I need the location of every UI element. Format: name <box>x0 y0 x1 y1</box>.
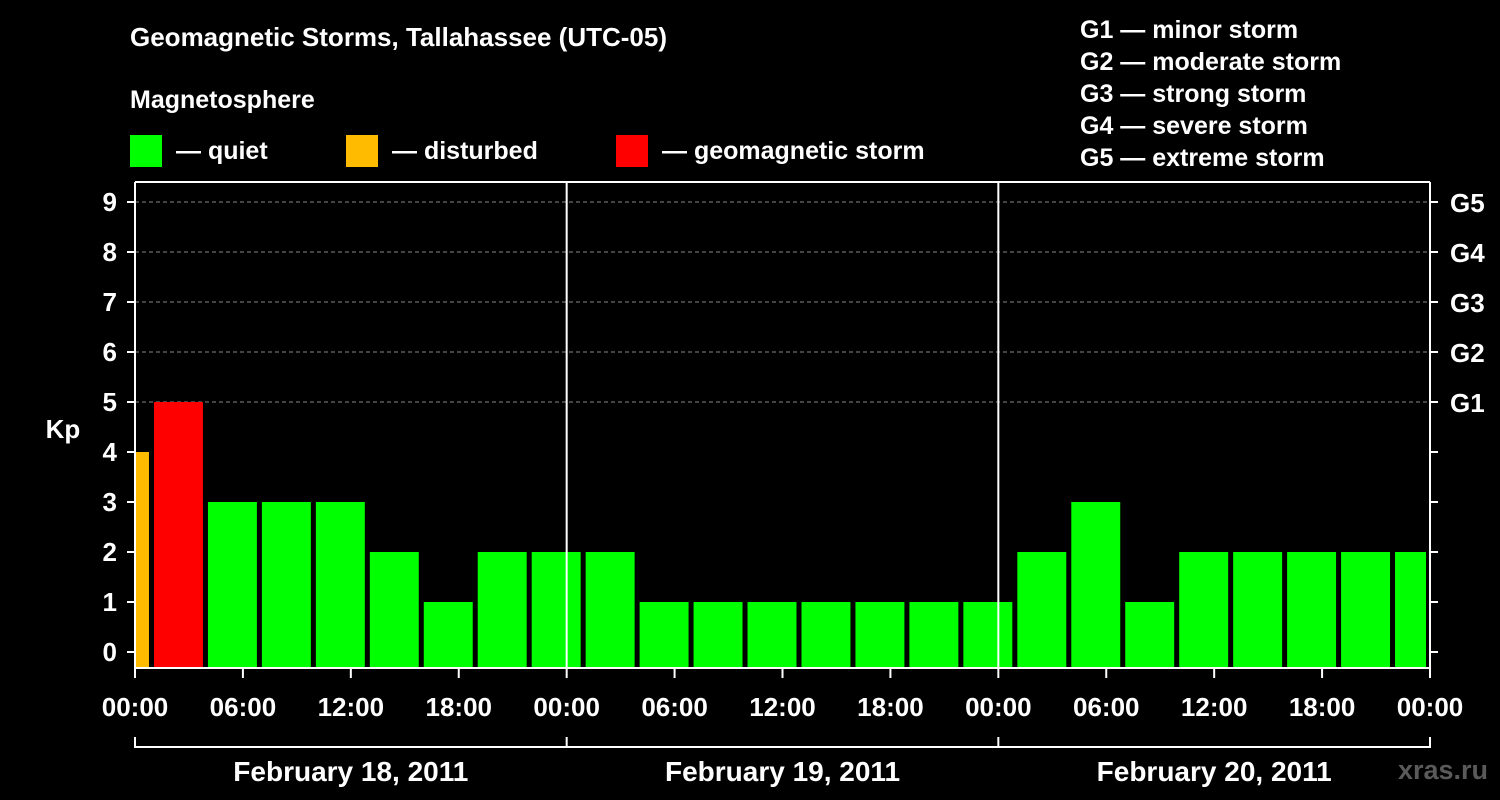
storm-scale-g5: G5 — extreme storm <box>1080 144 1325 172</box>
x-tick-label: 18:00 <box>426 692 493 722</box>
kp-bar <box>1287 552 1337 668</box>
x-tick-label: 00:00 <box>1397 692 1464 722</box>
y-tick-label: 8 <box>103 237 117 267</box>
g-level-label: G5 <box>1450 188 1485 218</box>
kp-bar <box>855 602 905 668</box>
x-tick-label: 00:00 <box>533 692 600 722</box>
y-tick-label: 0 <box>103 637 117 667</box>
kp-bar <box>207 502 257 668</box>
kp-bar <box>423 602 473 668</box>
day-label: February 20, 2011 <box>1097 756 1332 787</box>
y-tick-label: 2 <box>103 537 117 567</box>
y-tick-label: 4 <box>103 437 118 467</box>
x-tick-label: 00:00 <box>102 692 169 722</box>
kp-bar <box>909 602 959 668</box>
kp-bar <box>585 552 635 668</box>
kp-bar <box>963 602 1013 668</box>
legend-label-storm: — geomagnetic storm <box>662 136 925 165</box>
legend-item-quiet: — quiet <box>130 134 268 168</box>
y-tick-label: 7 <box>103 287 117 317</box>
legend-label-quiet: — quiet <box>176 136 268 165</box>
x-tick-label: 12:00 <box>318 692 385 722</box>
kp-bar <box>1341 552 1391 668</box>
legend-swatch-quiet <box>130 135 162 167</box>
legend-swatch-disturbed <box>346 135 378 167</box>
storm-scale-g3: G3 — strong storm <box>1080 80 1307 108</box>
x-tick-label: 12:00 <box>1181 692 1248 722</box>
storm-scale-g4: G4 — severe storm <box>1080 112 1308 140</box>
x-tick-label: 06:00 <box>1073 692 1140 722</box>
g-level-label: G4 <box>1450 238 1485 268</box>
y-tick-label: 5 <box>103 387 117 417</box>
chart-title: Geomagnetic Storms, Tallahassee (UTC-05) <box>130 22 668 52</box>
g-level-label: G2 <box>1450 338 1485 368</box>
kp-bar <box>747 602 797 668</box>
y-axis-title: Kp <box>46 414 81 444</box>
x-tick-label: 18:00 <box>857 692 924 722</box>
x-tick-label: 12:00 <box>749 692 816 722</box>
x-tick-label: 06:00 <box>210 692 277 722</box>
g-level-label: G3 <box>1450 288 1485 318</box>
x-tick-label: 00:00 <box>965 692 1032 722</box>
y-tick-label: 9 <box>103 187 117 217</box>
legend-heading: Magnetosphere <box>130 86 315 114</box>
x-tick-label: 06:00 <box>641 692 708 722</box>
storm-scale-g2: G2 — moderate storm <box>1080 48 1342 76</box>
storm-scale-list: G1 — minor storm G2 — moderate storm G3 … <box>1080 14 1341 174</box>
kp-bar <box>136 452 149 668</box>
kp-bar <box>1233 552 1283 668</box>
legend-item-disturbed: — disturbed <box>346 134 538 168</box>
kp-bar <box>531 552 581 668</box>
day-label: February 19, 2011 <box>665 756 900 787</box>
watermark: xras.ru <box>1397 755 1488 785</box>
kp-bar <box>693 602 743 668</box>
legend-item-storm: — geomagnetic storm <box>616 134 925 168</box>
storm-scale-g1: G1 — minor storm <box>1080 16 1299 44</box>
g-level-label: G1 <box>1450 388 1485 418</box>
kp-bar <box>1125 602 1175 668</box>
legend-label-disturbed: — disturbed <box>392 136 538 165</box>
kp-bar <box>477 552 527 668</box>
legend-swatch-storm <box>616 135 648 167</box>
kp-bar <box>1179 552 1229 668</box>
y-tick-label: 3 <box>103 487 117 517</box>
kp-bar <box>801 602 851 668</box>
kp-bar <box>639 602 689 668</box>
y-tick-label: 6 <box>103 337 117 367</box>
kp-bar <box>261 502 311 668</box>
y-tick-label: 1 <box>103 587 117 617</box>
kp-bar <box>1071 502 1121 668</box>
kp-bar <box>1017 552 1067 668</box>
kp-bar <box>369 552 419 668</box>
day-label: February 18, 2011 <box>233 756 468 787</box>
x-tick-label: 18:00 <box>1289 692 1356 722</box>
kp-bar <box>1395 552 1426 668</box>
kp-bar <box>153 402 203 668</box>
kp-bar <box>315 502 365 668</box>
